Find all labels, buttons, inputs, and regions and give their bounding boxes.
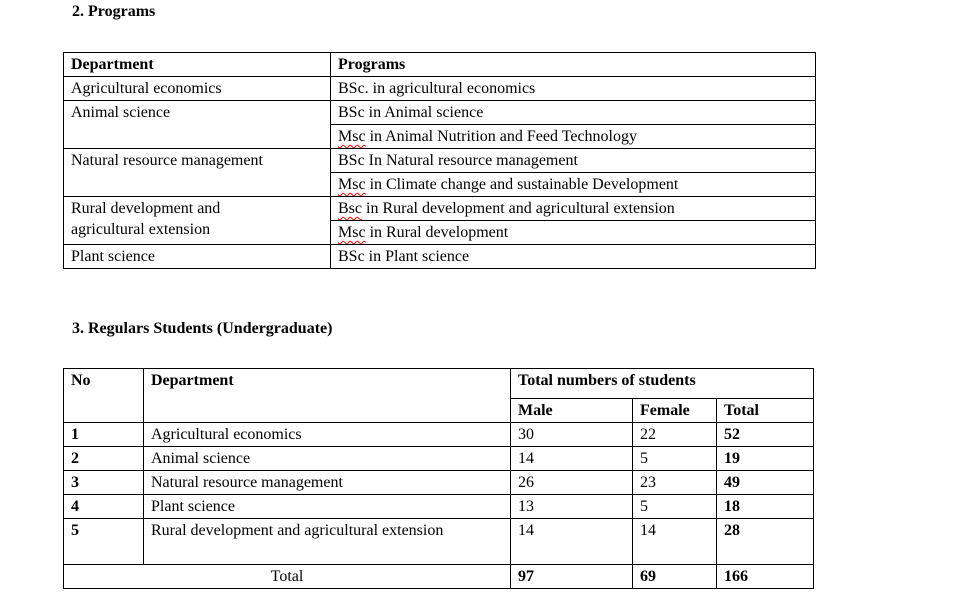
female-count-cell: 22 bbox=[632, 422, 717, 447]
program-cell: Msc in Climate change and sustainable De… bbox=[330, 172, 816, 197]
program-cell: BSc in Plant science bbox=[330, 244, 816, 269]
total-count-cell: 19 bbox=[715, 446, 815, 471]
department-text: Rural development and agricultural exten… bbox=[151, 522, 444, 539]
students-table-header-total: Total bbox=[715, 398, 815, 423]
students-table-header-group: Total numbers of students bbox=[509, 368, 815, 399]
table-row: 3 Natural resource management 26 23 49 bbox=[63, 470, 815, 495]
program-cell: BSc in Animal science bbox=[330, 100, 816, 125]
department-cell: Rural development and agricultural exten… bbox=[143, 518, 511, 565]
totals-row: Total 97 69 166 bbox=[63, 564, 815, 589]
table-row: Rural development and agricultural exten… bbox=[63, 196, 816, 245]
misspelled-word: Msc bbox=[338, 224, 366, 241]
male-count-cell: 14 bbox=[510, 446, 633, 471]
total-count-cell: 49 bbox=[715, 470, 815, 495]
department-cell: Animal science bbox=[63, 100, 331, 149]
students-table-header-row: No Department Total numbers of students bbox=[63, 368, 815, 423]
department-cell: Animal science bbox=[143, 446, 511, 471]
table-row: Msc in Climate change and sustainable De… bbox=[64, 172, 816, 197]
students-table: No Department Total numbers of students … bbox=[63, 368, 815, 589]
male-count-cell: 13 bbox=[510, 494, 633, 519]
row-number-cell: 1 bbox=[63, 422, 144, 447]
program-text: in Climate change and sustainable Develo… bbox=[365, 176, 679, 193]
table-row: Msc in Animal Nutrition and Feed Technol… bbox=[64, 124, 816, 149]
row-number-cell: 5 bbox=[63, 518, 144, 565]
department-cell: Agricultural economics bbox=[63, 76, 331, 101]
table-row: 2 Animal science 14 5 19 bbox=[63, 446, 815, 471]
programs-table-header-programs: Programs bbox=[330, 52, 816, 77]
students-table-subheader-row: Male Female Total bbox=[64, 398, 815, 423]
program-cell: BSc In Natural resource management bbox=[330, 148, 816, 173]
program-cell: Msc in Animal Nutrition and Feed Technol… bbox=[330, 124, 816, 149]
row-number-cell: 2 bbox=[63, 446, 144, 471]
total-count-cell: 28 bbox=[715, 518, 815, 565]
male-count-cell: 14 bbox=[510, 518, 633, 565]
department-cell: Rural development and agricultural exten… bbox=[63, 196, 331, 245]
program-text: in Animal Nutrition and Feed Technology bbox=[365, 128, 637, 145]
table-row: 1 Agricultural economics 30 22 52 bbox=[63, 422, 815, 447]
row-number-cell: 4 bbox=[63, 494, 144, 519]
male-count-cell: 26 bbox=[510, 470, 633, 495]
table-row: Plant science BSc in Plant science bbox=[63, 244, 816, 269]
table-row: Animal science BSc in Animal science bbox=[63, 100, 816, 149]
program-text: BSc. in agricultural economics bbox=[338, 80, 536, 97]
program-text: BSc in Animal science bbox=[338, 104, 484, 121]
program-text: in Rural development bbox=[365, 224, 509, 241]
female-count-cell: 14 bbox=[632, 518, 717, 565]
programs-table-header-department: Department bbox=[63, 52, 331, 77]
misspelled-word: Msc bbox=[338, 176, 366, 193]
program-cell: BSc. in agricultural economics bbox=[330, 76, 816, 101]
students-table-header-no: No bbox=[63, 368, 144, 423]
department-cell: Agricultural economics bbox=[143, 422, 511, 447]
female-count-cell: 5 bbox=[632, 494, 717, 519]
misspelled-word: Bsc bbox=[338, 200, 362, 217]
program-cell: Msc in Rural development bbox=[330, 220, 816, 245]
female-count-cell: 5 bbox=[632, 446, 717, 471]
program-text: BSc in Plant science bbox=[338, 248, 470, 265]
programs-table-header-row: Department Programs bbox=[63, 52, 816, 77]
female-count-cell: 23 bbox=[632, 470, 717, 495]
male-count-cell: 30 bbox=[510, 422, 633, 447]
students-table-header-male: Male bbox=[510, 398, 633, 423]
total-count-cell: 18 bbox=[715, 494, 815, 519]
program-text: in Rural development and agricultural ex… bbox=[362, 200, 675, 217]
table-row: Agricultural economics BSc. in agricultu… bbox=[63, 76, 816, 101]
table-row: Natural resource management BSc In Natur… bbox=[63, 148, 816, 197]
students-section-heading: 3. Regulars Students (Undergraduate) bbox=[72, 320, 333, 337]
row-number-cell: 3 bbox=[63, 470, 144, 495]
department-cell: Plant science bbox=[143, 494, 511, 519]
table-row: 5 Rural development and agricultural ext… bbox=[63, 518, 815, 565]
program-text: BSc In Natural resource management bbox=[338, 152, 578, 169]
table-row: 4 Plant science 13 5 18 bbox=[63, 494, 815, 519]
totals-label-cell: Total bbox=[63, 564, 511, 589]
department-cell: Natural resource management bbox=[63, 148, 331, 197]
students-table-header-department: Department bbox=[143, 368, 511, 423]
department-text: Rural development and agricultural exten… bbox=[71, 200, 221, 238]
totals-total-cell: 166 bbox=[715, 564, 815, 589]
department-cell: Natural resource management bbox=[143, 470, 511, 495]
programs-section-heading: 2. Programs bbox=[72, 3, 156, 20]
programs-table: Department Programs Agricultural economi… bbox=[63, 52, 816, 269]
total-count-cell: 52 bbox=[715, 422, 815, 447]
misspelled-word: Msc bbox=[338, 128, 366, 145]
program-cell: Bsc in Rural development and agricultura… bbox=[330, 196, 816, 221]
department-cell: Plant science bbox=[63, 244, 331, 269]
students-table-header-female: Female bbox=[632, 398, 717, 423]
totals-female-cell: 69 bbox=[632, 564, 717, 589]
totals-male-cell: 97 bbox=[510, 564, 633, 589]
